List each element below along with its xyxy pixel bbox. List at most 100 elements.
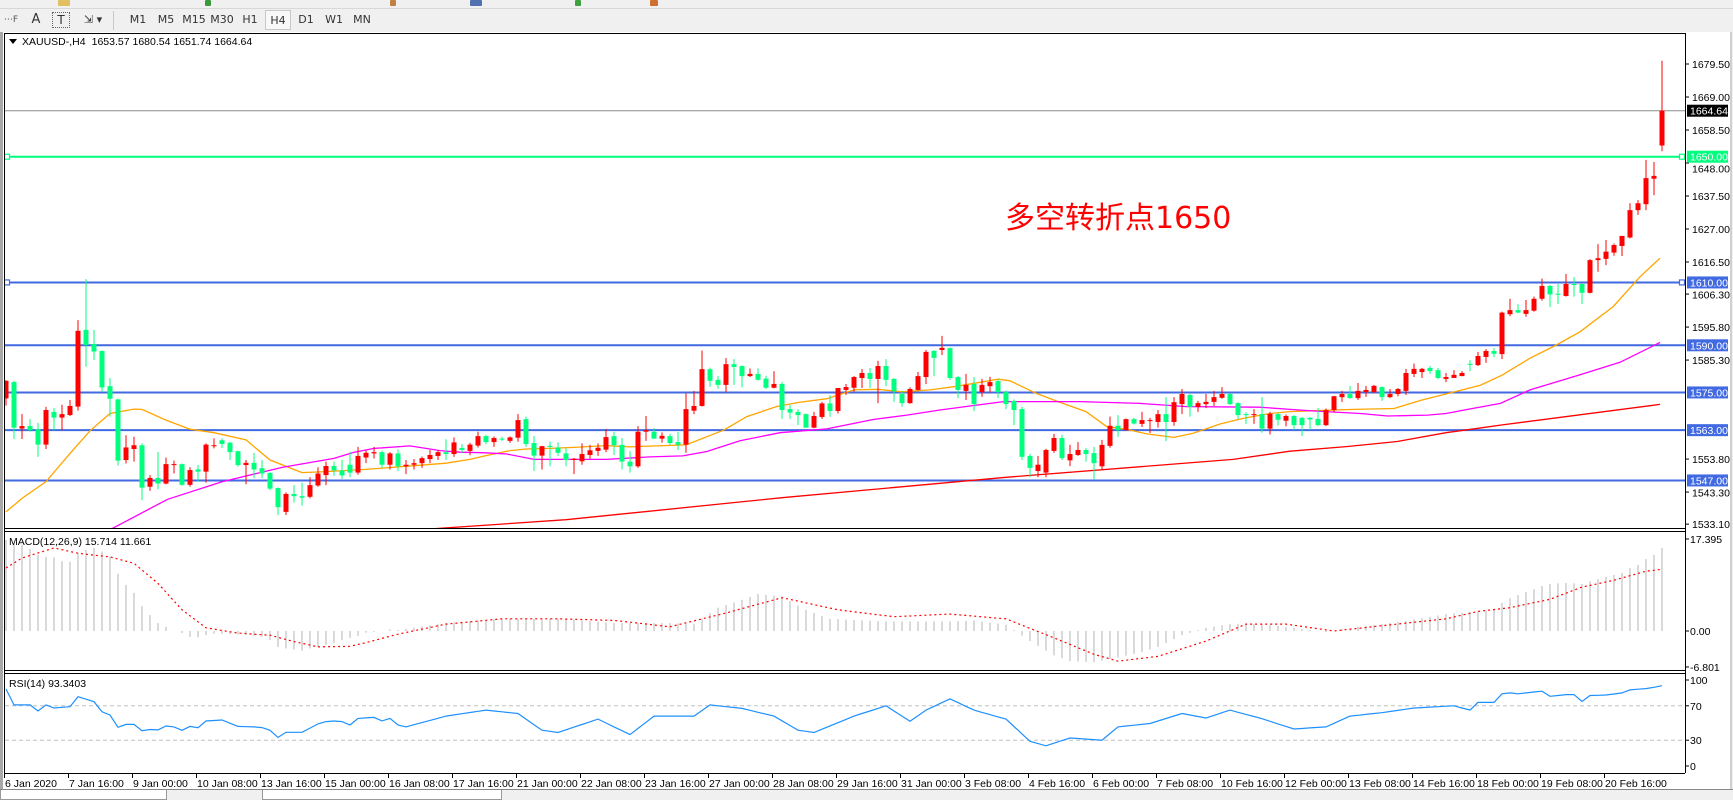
level-line-handle[interactable] [1678,153,1686,160]
candle-body [651,431,657,439]
timeframe-button-h1[interactable]: H1 [242,13,258,26]
candle [1243,412,1249,424]
candle [1171,397,1177,426]
candle [635,426,641,468]
candle-body [835,388,841,411]
candle-body [1475,355,1481,366]
candle-body [1067,454,1073,461]
candle [1435,367,1441,380]
candle [219,438,225,449]
candle-body [1451,374,1457,378]
candle [1043,448,1049,478]
candle-body [195,469,201,472]
timeframe-button-h4[interactable]: H4 [265,10,291,30]
candle-body [51,411,57,418]
candle [723,358,729,393]
candle [651,427,657,439]
chart-tab[interactable] [167,790,262,800]
macd-axis-label: 0.00 [1690,626,1711,638]
time-axis-label: 13 Feb 08:00 [1349,778,1411,790]
macd-axis-label: 17.395 [1690,534,1722,546]
level-price-badge [1687,276,1728,289]
toolbar-icon[interactable] [470,0,482,6]
candle-body [83,329,89,345]
timeframe-button-m15[interactable]: M15 [182,13,206,26]
candle [1099,439,1105,470]
timeframe-button-m5[interactable]: M5 [157,13,175,26]
candle [1315,407,1321,427]
macd-signal-line [5,547,1663,662]
timeframe-button-w1[interactable]: W1 [325,13,343,26]
candle [611,431,617,455]
candle-body [339,470,345,476]
rsi-line [5,685,1663,747]
timeframe-button-m1[interactable]: M1 [129,13,147,26]
toolbar-icon[interactable] [575,0,581,6]
chart-menu-triangle-icon[interactable] [9,39,17,44]
candle-body [731,364,737,367]
candle-body [315,473,321,486]
level-line-handle[interactable] [1678,279,1686,286]
time-axis-label: 28 Jan 08:00 [773,778,834,790]
candle [803,413,809,428]
candle [339,459,345,479]
candle-body [899,394,905,404]
chart-annotation-text[interactable]: 多空转折点1650 [1005,201,1231,236]
candle [675,432,681,450]
toolbar-icon[interactable] [390,0,396,6]
time-axis-label: 31 Jan 00:00 [901,778,962,790]
period-separator-icon[interactable]: ⋯F [3,15,19,25]
candle-body [435,452,441,456]
toolbar-icon[interactable] [205,0,211,6]
candle [459,443,465,454]
chart-ohlc-label: 1653.57 1680.54 1651.74 1664.64 [92,36,253,48]
candle-body [5,380,9,399]
candle-body [1651,175,1657,179]
candle [139,443,145,501]
candle [1291,415,1297,430]
level-line-handle[interactable] [5,153,11,160]
toolbar-icon[interactable] [650,0,658,6]
top-toolbar-strip [0,0,1733,9]
candle-body [787,409,793,413]
timeframe-button-d1[interactable]: D1 [298,13,314,26]
level-line-handle[interactable] [5,279,11,286]
candle [163,457,169,485]
timeframe-button-m30[interactable]: M30 [210,13,234,26]
arrows-icon[interactable]: ⇲ ▾ [83,13,103,26]
candle [1211,390,1217,406]
candle-body [1299,417,1305,426]
price-axis-label: 1627.00 [1692,224,1730,236]
current-price-badge [1687,104,1728,117]
candle [523,416,529,447]
candle [515,414,521,442]
candle-body [755,373,761,380]
candle [467,442,473,456]
candle [1507,298,1513,317]
candle [899,390,905,407]
candle [355,446,361,475]
candle [27,419,33,432]
candle [51,407,57,431]
candle [1123,418,1129,431]
text-label-icon[interactable]: A [31,12,41,27]
text-box-icon[interactable]: T [52,12,70,28]
candle-body [1139,420,1145,424]
candle-body [1107,425,1113,446]
macd-axis-label: -6.801 [1690,662,1720,674]
timeframe-button-mn[interactable]: MN [353,13,371,26]
candle [1203,394,1209,409]
candle-body [603,437,609,450]
candle-body [1531,298,1537,311]
candle-body [1643,178,1649,205]
candle [627,451,633,473]
candle-body [859,372,865,378]
candle [1515,304,1521,314]
candle-body [1251,414,1257,416]
candle [755,368,761,381]
rsi-label: RSI(14) 93.3403 [9,678,86,690]
time-axis-label: 10 Feb 16:00 [1221,778,1283,790]
candle [91,329,97,361]
toolbar-icon[interactable] [58,0,70,6]
